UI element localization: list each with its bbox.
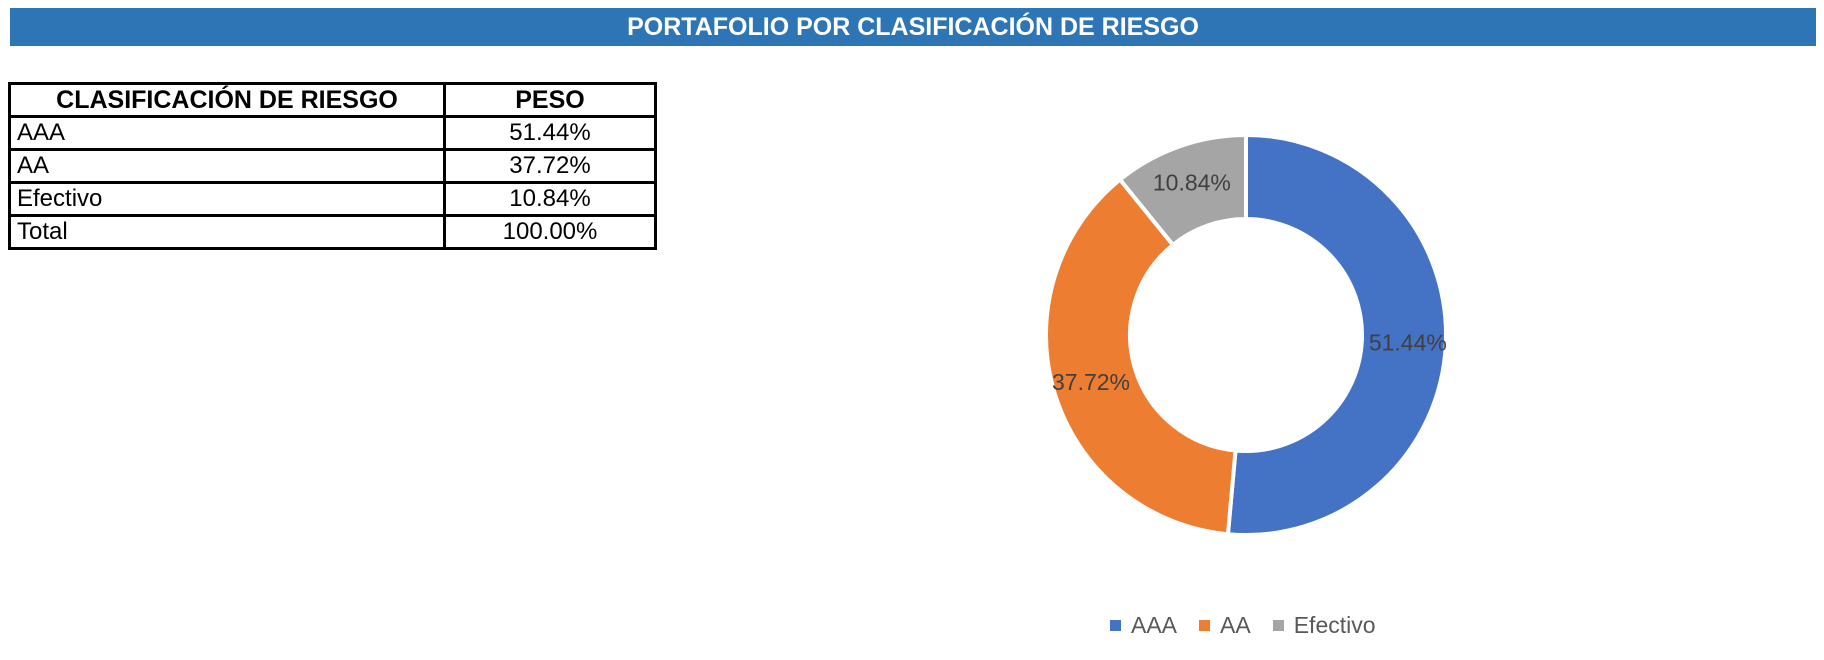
- donut-slice-aaa: [1225, 132, 1448, 537]
- row-label: AAA: [8, 115, 446, 151]
- row-label: Efectivo: [8, 181, 446, 217]
- page-title: PORTAFOLIO POR CLASIFICACIÓN DE RIESGO: [10, 8, 1816, 46]
- table-row: AAA 51.44%: [8, 115, 657, 151]
- legend-item-aa: AA: [1199, 612, 1251, 639]
- table-row: AA 37.72%: [8, 148, 657, 184]
- chart-legend: AAA AA Efectivo: [1110, 612, 1376, 639]
- legend-label: AAA: [1131, 612, 1178, 638]
- data-label-aaa: 51.44%: [1369, 329, 1447, 355]
- legend-label: AA: [1220, 612, 1251, 638]
- risk-classification-table: CLASIFICACIÓN DE RIESGO PESO AAA 51.44% …: [8, 82, 657, 250]
- donut-slice-efectivo: [1117, 132, 1248, 248]
- table-header-row: CLASIFICACIÓN DE RIESGO PESO: [8, 82, 657, 118]
- donut-chart-svg: 51.44% 37.72% 10.84%: [1044, 132, 1448, 537]
- donut-slice-aa: [1044, 176, 1238, 537]
- row-value: 100.00%: [443, 214, 657, 250]
- column-header-classification: CLASIFICACIÓN DE RIESGO: [8, 82, 446, 118]
- legend-swatch: [1110, 620, 1121, 631]
- row-value: 10.84%: [443, 181, 657, 217]
- data-label-aa: 37.72%: [1052, 369, 1130, 395]
- legend-label: Efectivo: [1293, 612, 1376, 638]
- table-row: Efectivo 10.84%: [8, 181, 657, 217]
- data-label-efectivo: 10.84%: [1153, 169, 1231, 195]
- legend-swatch: [1272, 620, 1284, 631]
- table-row: Total 100.00%: [8, 214, 657, 250]
- legend-item-efectivo: Efectivo: [1272, 612, 1376, 639]
- row-value: 37.72%: [443, 148, 657, 184]
- legend-swatch: [1199, 620, 1211, 631]
- row-value: 51.44%: [443, 115, 657, 151]
- row-label: Total: [8, 214, 446, 250]
- column-header-weight: PESO: [443, 82, 657, 118]
- donut-chart: 51.44% 37.72% 10.84%: [980, 110, 1520, 650]
- row-label: AA: [8, 148, 446, 184]
- legend-item-aaa: AAA: [1110, 612, 1177, 639]
